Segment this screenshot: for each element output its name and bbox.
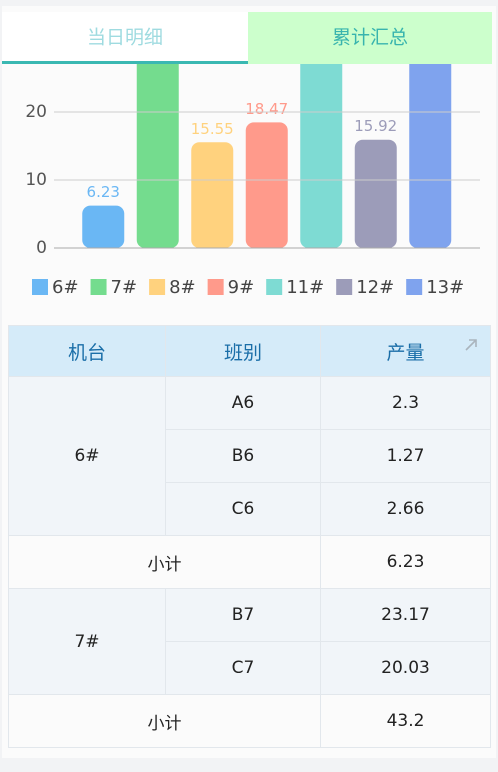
data-label: 6.23 (87, 183, 120, 201)
row: B6 1.27 (9, 429, 491, 483)
y-tick-label: 20 (25, 102, 47, 122)
shift-cell: A6 (165, 376, 321, 430)
legend-label: 12# (356, 277, 394, 298)
tab-active[interactable] (248, 12, 492, 64)
bar (191, 142, 234, 248)
header-cell: 班别 (165, 325, 321, 377)
bar (409, 64, 452, 248)
row: C6 2.66 (9, 482, 491, 536)
y-tick-label: 10 (25, 170, 47, 190)
shift-cell: C6 (165, 482, 321, 536)
data-label: 18.47 (245, 100, 288, 118)
output-cell: 2.66 (320, 482, 491, 536)
row: 7# B7 23.17 (8, 588, 491, 695)
legend-swatch (406, 279, 423, 295)
row: 6# A6 2.3 (8, 376, 491, 536)
subtotal-value: 6.23 (320, 535, 491, 589)
tab[interactable] (2, 12, 248, 64)
expand-icon[interactable] (464, 338, 478, 352)
subtotal-value: 43.2 (320, 694, 491, 748)
subtotal-label: 小计 (8, 694, 321, 748)
header-cell: 机台 (8, 325, 166, 377)
legend-swatch (149, 279, 166, 295)
data-label: 15.55 (191, 120, 234, 138)
legend-swatch (266, 279, 283, 295)
legend-label: 11# (286, 277, 324, 298)
tab-underline (2, 61, 248, 64)
legend-swatch (336, 279, 353, 295)
legend-swatch (32, 279, 48, 295)
output-cell: 23.17 (320, 588, 491, 642)
subtotal-row: 小计 43.2 (8, 694, 491, 748)
tab-label[interactable]: 当日明细 (87, 27, 163, 49)
legend-label: 8# (169, 277, 196, 298)
legend-swatch (207, 279, 224, 295)
output-cell: 1.27 (320, 429, 491, 483)
row: C7 20.03 (9, 641, 491, 695)
shift-cell: C7 (165, 641, 321, 695)
shift-cell: B6 (165, 429, 321, 483)
legend-label: 13# (426, 277, 464, 298)
legend-label: 9# (228, 277, 255, 298)
tab-label[interactable]: 累计汇总 (332, 27, 408, 49)
output-cell: 20.03 (320, 641, 491, 695)
bar (300, 64, 343, 248)
y-tick-label: 0 (36, 238, 47, 258)
subtotal-label: 小计 (8, 535, 321, 589)
shift-cell: B7 (165, 588, 321, 642)
bar (136, 64, 179, 248)
subtotal-row: 小计 6.23 (8, 535, 491, 589)
bar (354, 139, 397, 248)
table: 机台 班别 产量 6# A6 2.3 B6 1.27 C6 2.66 小计 6.23 7# B7 23.1… (8, 325, 491, 748)
machine-cell: 6# (8, 376, 166, 536)
legend-swatch (90, 279, 107, 295)
output-cell: 2.3 (320, 376, 491, 430)
bar (82, 205, 125, 248)
bar (245, 122, 288, 248)
machine-cell: 7# (8, 588, 166, 695)
legend-label: 6# (52, 277, 79, 298)
data-label: 15.92 (354, 117, 397, 135)
legend-label: 7# (111, 277, 138, 298)
header-cell: 产量 (320, 325, 491, 377)
